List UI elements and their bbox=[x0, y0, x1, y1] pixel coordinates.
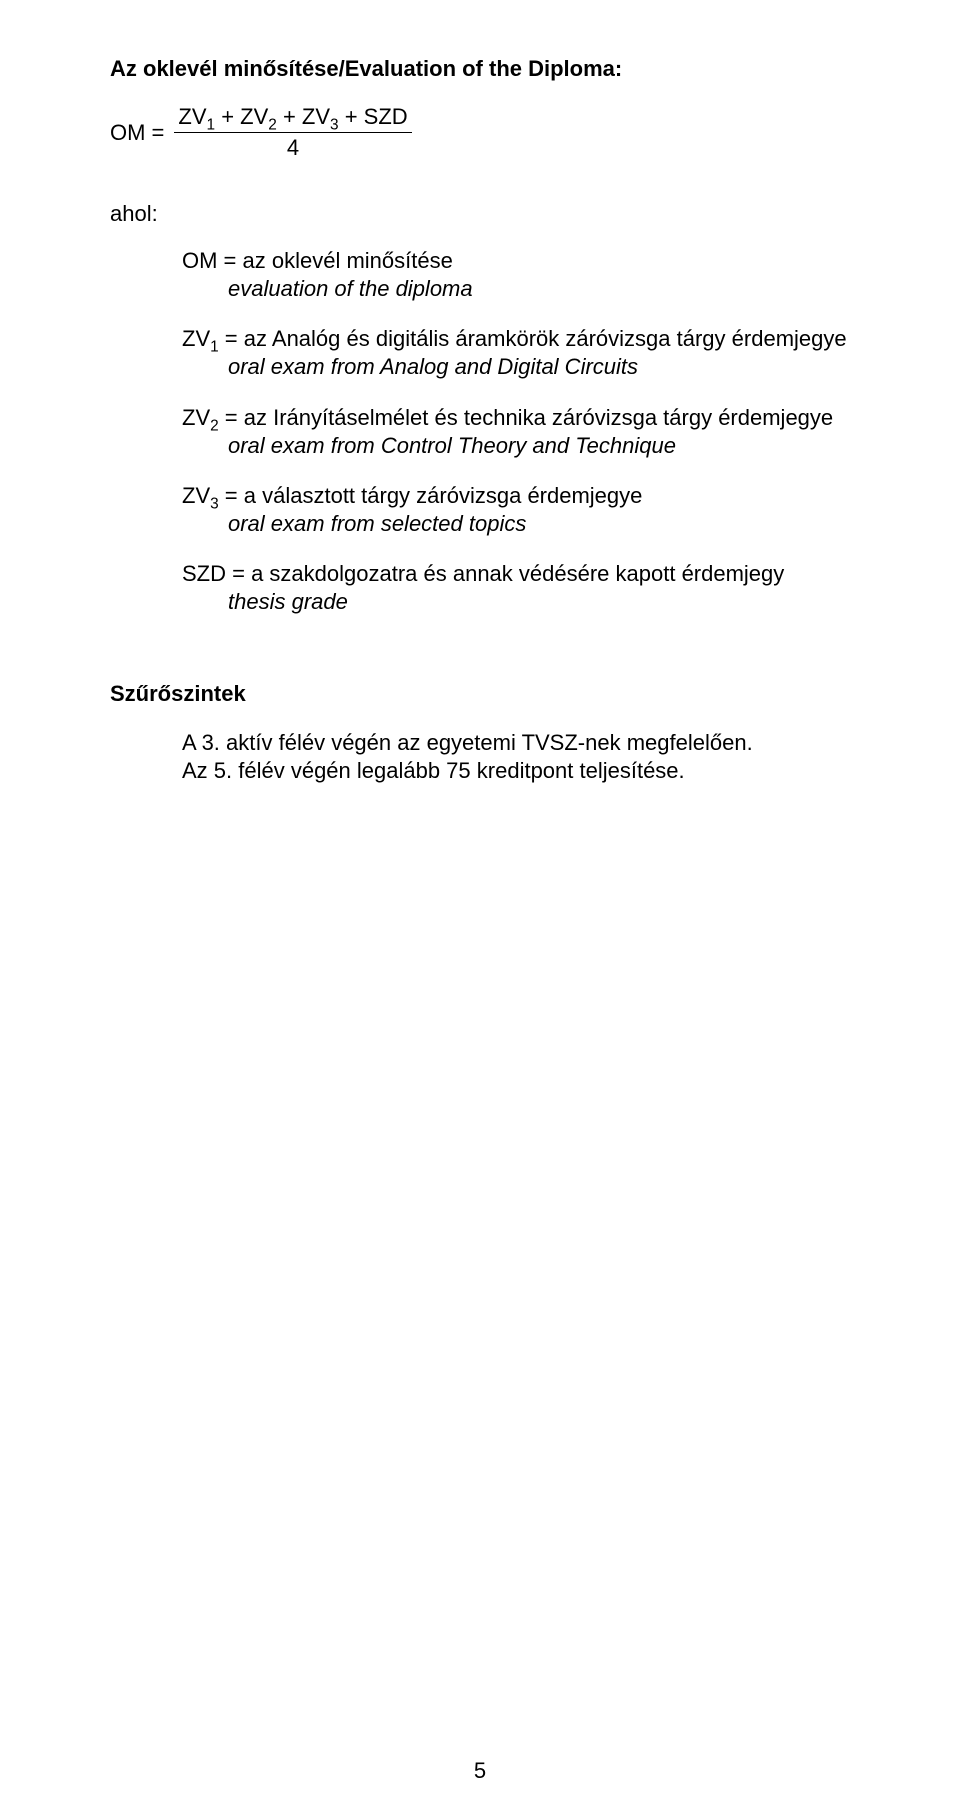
formula-numerator: ZV1 + ZV2 + ZV3 + SZD bbox=[174, 104, 411, 133]
def-zv1-line2: oral exam from Analog and Digital Circui… bbox=[228, 353, 850, 381]
page: Az oklevél minősítése/Evaluation of the … bbox=[0, 0, 960, 1814]
num-sub2: 2 bbox=[268, 116, 277, 133]
def-zv1-line1: ZV1 = az Analóg és digitális áramkörök z… bbox=[182, 325, 850, 353]
num-zvc: + ZV bbox=[277, 104, 330, 129]
formula-lhs: OM = bbox=[110, 120, 164, 146]
def-zv3-prefix: ZV bbox=[182, 483, 210, 508]
num-zvb: + ZV bbox=[215, 104, 268, 129]
def-zv1-sub: 1 bbox=[210, 339, 219, 356]
def-zv2-line1: ZV2 = az Irányításelmélet és technika zá… bbox=[182, 404, 850, 432]
filters-line1: A 3. aktív félév végén az egyetemi TVSZ-… bbox=[182, 729, 850, 757]
page-number: 5 bbox=[0, 1758, 960, 1784]
def-szd: SZD = a szakdolgozatra és annak védésére… bbox=[182, 560, 850, 616]
def-zv1-prefix: ZV bbox=[182, 326, 210, 351]
def-zv3-line2: oral exam from selected topics bbox=[228, 510, 850, 538]
formula-fraction: ZV1 + ZV2 + ZV3 + SZD 4 bbox=[174, 104, 411, 161]
where-label: ahol: bbox=[110, 201, 850, 227]
num-sub3: 3 bbox=[330, 116, 339, 133]
def-zv2-line2: oral exam from Control Theory and Techni… bbox=[228, 432, 850, 460]
def-om-line2: evaluation of the diploma bbox=[228, 275, 850, 303]
filters-block: A 3. aktív félév végén az egyetemi TVSZ-… bbox=[182, 729, 850, 785]
filters-line2: Az 5. félév végén legalább 75 kreditpont… bbox=[182, 757, 850, 785]
def-om: OM = az oklevél minősítése evaluation of… bbox=[182, 247, 850, 303]
def-zv1-rest: = az Analóg és digitális áramkörök záróv… bbox=[219, 326, 847, 351]
def-zv3-sub: 3 bbox=[210, 495, 219, 512]
num-szd: + SZD bbox=[339, 104, 408, 129]
def-om-line1: OM = az oklevél minősítése bbox=[182, 247, 850, 275]
def-zv3: ZV3 = a választott tárgy záróvizsga érde… bbox=[182, 482, 850, 538]
def-zv1: ZV1 = az Analóg és digitális áramkörök z… bbox=[182, 325, 850, 381]
def-zv2: ZV2 = az Irányításelmélet és technika zá… bbox=[182, 404, 850, 460]
def-zv2-sub: 2 bbox=[210, 417, 219, 434]
num-sub1: 1 bbox=[207, 116, 216, 133]
definitions: OM = az oklevél minősítése evaluation of… bbox=[182, 247, 850, 617]
filters-heading: Szűrőszintek bbox=[110, 681, 850, 707]
def-szd-line2: thesis grade bbox=[228, 588, 850, 616]
def-zv2-rest: = az Irányításelmélet és technika záróvi… bbox=[219, 405, 833, 430]
def-zv2-prefix: ZV bbox=[182, 405, 210, 430]
num-zva: ZV bbox=[178, 104, 206, 129]
formula: OM = ZV1 + ZV2 + ZV3 + SZD 4 bbox=[110, 104, 850, 161]
def-zv3-line1: ZV3 = a választott tárgy záróvizsga érde… bbox=[182, 482, 850, 510]
def-szd-line1: SZD = a szakdolgozatra és annak védésére… bbox=[182, 560, 850, 588]
formula-denominator: 4 bbox=[287, 133, 299, 161]
section-heading: Az oklevél minősítése/Evaluation of the … bbox=[110, 56, 850, 82]
def-zv3-rest: = a választott tárgy záróvizsga érdemjeg… bbox=[219, 483, 643, 508]
